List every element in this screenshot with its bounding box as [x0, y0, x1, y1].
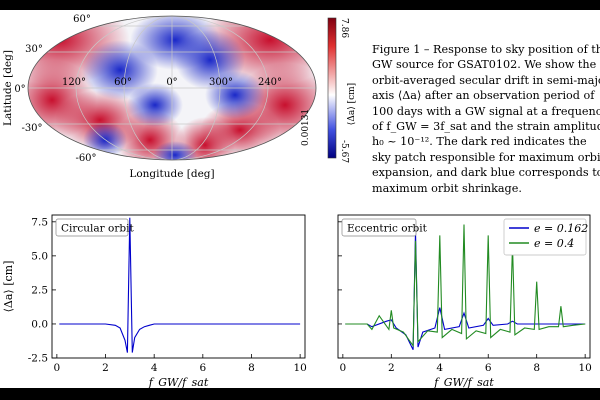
lat-tick-30: 30° [25, 44, 43, 55]
caption-line: expansion, and dark blue corresponds to [372, 166, 600, 180]
y-tick-label: -2.5 [28, 353, 48, 365]
colorbar-max-label: 7.86 [339, 18, 349, 38]
colorbar-mid-label: 0.00131 [301, 109, 311, 146]
x-tick-label: 4 [151, 362, 158, 374]
legend-label-0: e = 0.162 [534, 222, 588, 235]
lat-tick-minus60: -60° [75, 153, 96, 164]
x-tick-label: 10 [578, 362, 591, 374]
caption-line: axis ⟨Δa⟩ after an observation period of [372, 89, 595, 103]
legend-label-1: e = 0.4 [534, 237, 574, 250]
y-tick-label: 2.5 [31, 284, 48, 296]
colorbar [327, 17, 337, 159]
x-tick-label: 6 [485, 362, 492, 374]
sky-map-outline [27, 15, 317, 161]
caption-line: orbit-averaged secular drift in semi-maj… [372, 73, 600, 87]
x-tick-label: 8 [533, 362, 540, 374]
y-tick-label: 0.0 [31, 318, 48, 330]
x-tick-label: 8 [248, 362, 255, 374]
eccentric-orbit-chart: 0 2 4 6 8 10 Eccentric orbit f_GW/f_sat e = 0.16… [337, 214, 592, 388]
lon-tick-240: 240° [258, 77, 282, 88]
caption-line: of f_GW = 3f_sat and the strain amplitud… [372, 119, 600, 133]
x-axis-label: f_GW/f_sat [433, 376, 494, 388]
circular-orbit-chart: 0 2 4 6 8 10 -2.5 0.0 2.5 5.0 7.5 Circular orbit f_G… [2, 214, 307, 388]
lon-tick-60: 60° [114, 77, 132, 88]
lat-tick-0: 0° [14, 84, 25, 95]
longitude-axis-label: Longitude [deg] [129, 168, 214, 180]
caption-line: Figure 1 – Response to sky position of t… [372, 43, 600, 56]
caption-line: maximum orbit shrinkage. [372, 181, 522, 195]
y-axis-label: ⟨Δa⟩ [cm] [2, 261, 15, 313]
chart-title-box [55, 218, 129, 237]
lon-tick-300: 300° [209, 77, 233, 88]
latitude-axis-label: Latitude [deg] [2, 50, 14, 126]
bottom-black-bar [0, 388, 600, 400]
lon-tick-0: 0° [166, 77, 177, 88]
lat-tick-60: 60° [73, 14, 91, 25]
colorbar-unit-label: ⟨Δa⟩ [cm] [347, 83, 357, 125]
sky-response-map: 60° 30° 0° -30° -60° 120° 60° 0° 300° 24… [2, 14, 357, 180]
y-tick-label: 5.0 [31, 250, 48, 262]
x-tick-label: 4 [436, 362, 443, 374]
x-tick-label: 6 [199, 362, 206, 374]
x-tick-label: 10 [293, 362, 306, 374]
chart-title: Eccentric orbit [347, 223, 428, 235]
series-line-0 [59, 217, 301, 353]
caption-line: 100 days with a GW signal at a frequency [372, 104, 600, 118]
x-tick-label: 0 [340, 362, 347, 374]
colorbar-min-label: -5.67 [339, 140, 349, 163]
caption-line: sky patch responsible for maximum orbit [372, 150, 600, 164]
chart-title: Circular orbit [61, 223, 134, 235]
lon-tick-120: 120° [62, 77, 86, 88]
x-tick-label: 0 [54, 362, 61, 374]
x-axis-label: f_GW/f_sat [148, 376, 209, 388]
y-tick-label: 7.5 [31, 216, 48, 228]
x-tick-label: 2 [388, 362, 395, 374]
figure-caption: Figure 1 – Response to sky position of t… [372, 42, 600, 196]
chart-title-box [341, 218, 417, 237]
lat-tick-minus30: -30° [21, 123, 42, 134]
series-line-1 [345, 224, 586, 348]
top-black-bar [0, 0, 600, 10]
caption-line: GW source for GSAT0102. We show the [372, 58, 597, 72]
x-tick-label: 2 [102, 362, 109, 374]
plot-frame [51, 214, 306, 359]
caption-line: h₀ ~ 10⁻¹². The dark red indicates the [372, 135, 587, 149]
